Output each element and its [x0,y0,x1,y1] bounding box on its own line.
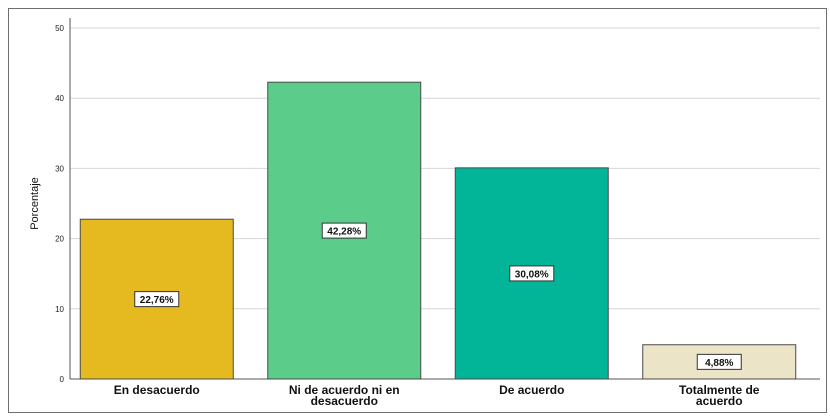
data-label-box [321,222,367,239]
y-tick-label: 0 [60,375,65,384]
y-tick-label: 30 [55,164,64,173]
data-label-box [509,265,555,282]
y-tick-label: 20 [55,235,64,244]
data-label: 22,76% [140,295,174,306]
x-tick-label: En desacuerdo [114,383,200,397]
data-label-box [696,353,742,370]
data-label: 42,28% [327,227,361,238]
data-label-box [134,291,180,308]
x-tick-label: Ni de acuerdo ni en desacuerdo [289,383,400,408]
data-label: 30,08% [515,269,549,280]
y-tick-label: 10 [55,305,64,314]
x-tick-label: De acuerdo [499,383,564,397]
x-tick-label: Totalmente de acuerdo [679,383,760,408]
y-axis-title: Porcentaje [29,177,41,230]
data-label: 4,88% [705,358,733,369]
y-tick-label: 40 [55,94,64,103]
y-tick-label: 50 [55,24,64,33]
